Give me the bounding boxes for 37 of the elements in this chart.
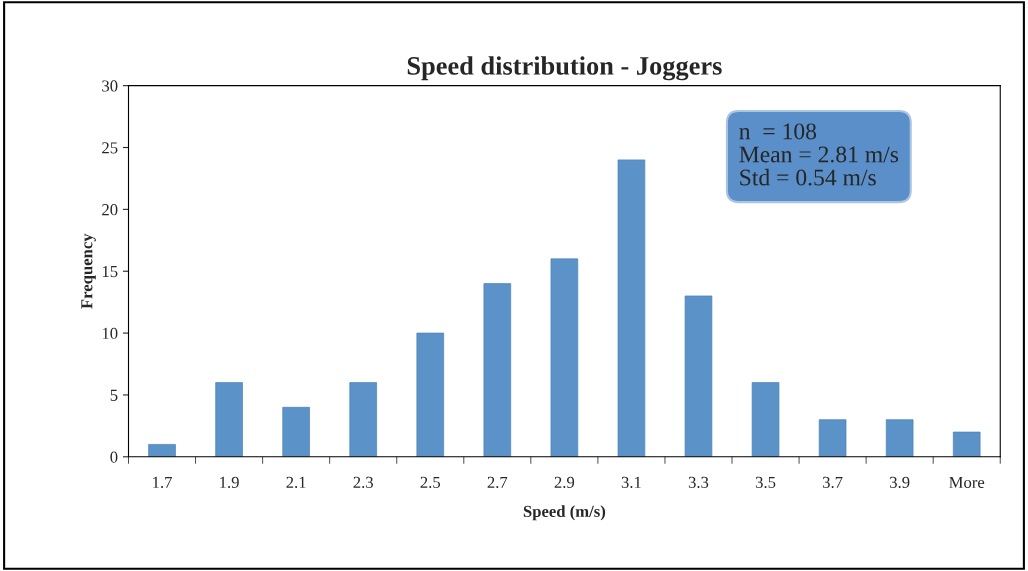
bar bbox=[215, 382, 243, 457]
x-tick-label: 1.7 bbox=[153, 476, 172, 489]
x-tick-label: 3.5 bbox=[755, 476, 776, 489]
y-tick-label: 25 bbox=[102, 142, 118, 154]
x-tick-label: 2.9 bbox=[554, 476, 575, 489]
y-tick-label: 0 bbox=[110, 451, 118, 463]
annotation: n = 108 Mean = 2.81 m/s Std = 0.54 m/s bbox=[739, 123, 899, 186]
bar bbox=[483, 283, 512, 457]
x-tick-label: 3.3 bbox=[688, 476, 709, 489]
x-axis-title: Speed (m/s) bbox=[523, 505, 606, 521]
x-tick-label: 3.1 bbox=[621, 476, 641, 489]
chart-title: Speed distribution - Joggers bbox=[407, 56, 722, 81]
y-tick-label: 5 bbox=[110, 389, 118, 401]
x-tick-label: 3.7 bbox=[822, 476, 843, 489]
bar bbox=[818, 419, 847, 457]
x-tick-label: 2.1 bbox=[286, 476, 306, 489]
bar bbox=[684, 295, 713, 457]
y-tick-label: 15 bbox=[102, 266, 118, 278]
x-tick-label: 1.9 bbox=[220, 476, 239, 489]
bar bbox=[617, 159, 646, 457]
x-tick-label: 2.7 bbox=[487, 476, 508, 489]
bar bbox=[349, 382, 377, 457]
x-tick-label: 2.3 bbox=[353, 476, 373, 489]
x-tick-label: More bbox=[949, 476, 985, 488]
bar bbox=[416, 332, 445, 457]
bar bbox=[885, 419, 914, 457]
y-tick-label: 20 bbox=[102, 204, 118, 216]
y-axis-title: Frequency bbox=[81, 233, 96, 309]
y-tick-label: 30 bbox=[102, 80, 118, 92]
bar bbox=[751, 382, 780, 457]
bar bbox=[550, 258, 579, 457]
x-tick-label: 3.9 bbox=[890, 476, 910, 489]
bar bbox=[282, 406, 310, 457]
y-tick-label: 10 bbox=[102, 327, 118, 340]
x-tick-label: 2.5 bbox=[420, 476, 441, 489]
bar bbox=[952, 431, 981, 457]
bar bbox=[148, 444, 176, 457]
